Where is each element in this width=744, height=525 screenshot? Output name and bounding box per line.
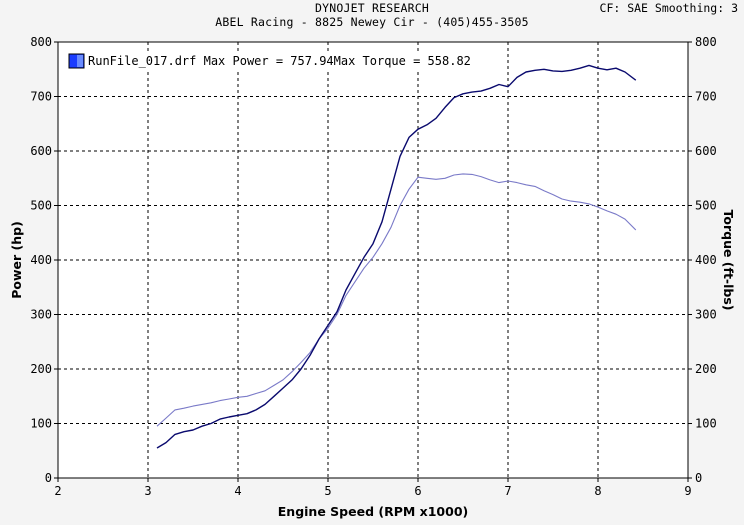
- y-tick-label-left: 100: [30, 417, 52, 431]
- y-tick-label-left: 300: [30, 308, 52, 322]
- y-tick-label-right: 100: [695, 417, 717, 431]
- y-tick-label-right: 300: [695, 308, 717, 322]
- y-tick-label-left: 500: [30, 199, 52, 213]
- y-tick-label-right: 400: [695, 253, 717, 267]
- y-tick-label-left: 0: [45, 471, 52, 485]
- y-tick-label-left: 400: [30, 253, 52, 267]
- y-tick-label-left: 600: [30, 144, 52, 158]
- y-axis-title-left: Power (hp): [9, 221, 24, 299]
- y-tick-label-right: 500: [695, 199, 717, 213]
- x-tick-label: 5: [324, 484, 331, 498]
- series-lines: [156, 64, 637, 449]
- y-tick-label-right: 800: [695, 35, 717, 49]
- torque-series-line: [156, 173, 637, 427]
- chart-header-title: DYNOJET RESEARCH: [315, 1, 429, 15]
- y-tick-label-left: 700: [30, 90, 52, 104]
- x-tick-label: 2: [54, 484, 61, 498]
- x-tick-label: 9: [684, 484, 691, 498]
- power-series-line: [156, 64, 637, 449]
- y-tick-label-right: 700: [695, 90, 717, 104]
- y-tick-label-right: 0: [695, 471, 702, 485]
- y-axis-title-right: Torque (ft-lbs): [721, 210, 736, 311]
- y-tick-label-left: 200: [30, 362, 52, 376]
- x-axis-title: Engine Speed (RPM x1000): [278, 504, 468, 519]
- legend: RunFile_017.drf Max Power = 757.94Max To…: [68, 52, 471, 70]
- y-tick-label-left: 800: [30, 35, 52, 49]
- x-tick-label: 7: [504, 484, 511, 498]
- x-tick-label: 3: [144, 484, 151, 498]
- y-tick-label-right: 600: [695, 144, 717, 158]
- x-tick-label: 8: [594, 484, 601, 498]
- y-tick-label-right: 200: [695, 362, 717, 376]
- correction-smoothing-info: CF: SAE Smoothing: 3: [599, 1, 738, 15]
- grid: [58, 42, 688, 478]
- x-tick-label: 4: [234, 484, 241, 498]
- chart-header-subtitle: ABEL Racing - 8825 Newey Cir - (405)455-…: [215, 15, 529, 29]
- legend-label: RunFile_017.drf Max Power = 757.94Max To…: [88, 54, 471, 68]
- x-tick-label: 6: [414, 484, 421, 498]
